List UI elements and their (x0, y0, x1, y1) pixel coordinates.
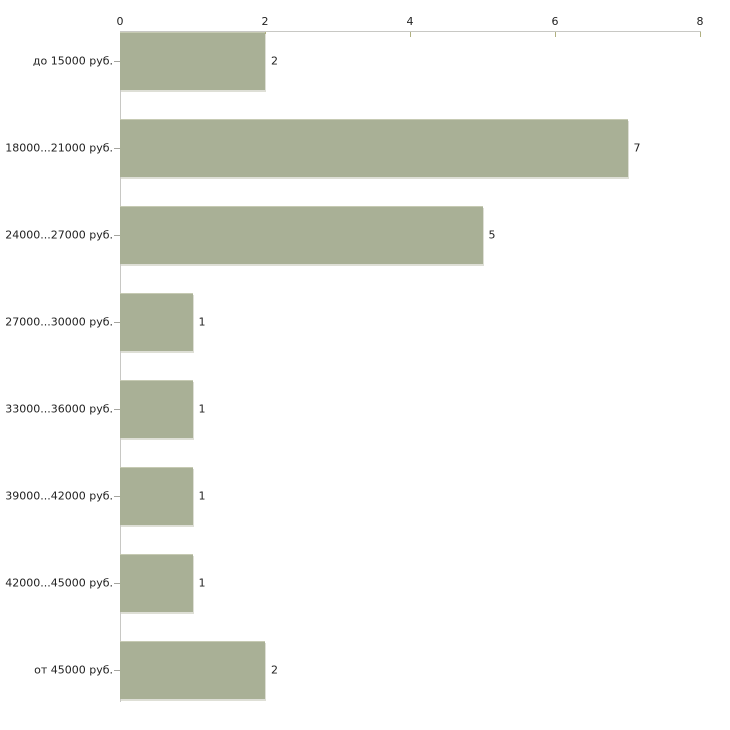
category-label: от 45000 руб. (34, 663, 113, 677)
x-tick-mark (410, 32, 411, 37)
bar (120, 641, 265, 699)
x-axis: 0 2 4 6 8 (117, 15, 704, 37)
value-label: 1 (198, 315, 206, 329)
category-tick-mark (114, 148, 120, 149)
bar (120, 119, 628, 177)
chart-row: 27000...30000 руб. 1 (5, 293, 700, 351)
value-label: 7 (633, 141, 641, 155)
chart-row: 39000...42000 руб. 1 (5, 467, 700, 525)
bar (120, 32, 265, 90)
bar (120, 206, 483, 264)
category-label: 27000...30000 руб. (5, 315, 113, 329)
chart-row: 42000...45000 руб. 1 (5, 554, 700, 612)
category-label: 39000...42000 руб. (5, 489, 113, 503)
x-tick-label: 2 (261, 15, 269, 28)
category-tick-mark (114, 235, 120, 236)
category-tick-mark (114, 583, 120, 584)
category-tick-mark (114, 61, 120, 62)
value-label: 1 (198, 489, 206, 503)
bar (120, 380, 193, 438)
plot-rows: до 15000 руб. 2 18000...21000 руб. 7 24000..… (5, 32, 700, 728)
x-tick-label: 0 (116, 15, 124, 28)
category-label: до 15000 руб. (32, 54, 113, 68)
y-axis (120, 31, 121, 702)
category-label: 18000...21000 руб. (5, 141, 113, 155)
chart-row: 24000...27000 руб. 5 (5, 206, 700, 264)
category-label: 33000...36000 руб. (5, 402, 113, 416)
category-tick-mark (114, 496, 120, 497)
bar (120, 293, 193, 351)
category-label: 42000...45000 руб. (5, 576, 113, 590)
value-label: 1 (198, 576, 206, 590)
bar (120, 467, 193, 525)
x-tick-label: 6 (551, 15, 559, 28)
x-tick-label: 4 (406, 15, 414, 28)
category-tick-mark (114, 322, 120, 323)
bar (120, 554, 193, 612)
x-tick-mark (555, 32, 556, 37)
category-tick-mark (114, 670, 120, 671)
category-tick-mark (114, 409, 120, 410)
chart-row: 33000...36000 руб. 1 (5, 380, 700, 438)
value-label: 2 (271, 663, 278, 677)
chart-row: 18000...21000 руб. 7 (5, 119, 700, 177)
x-tick-mark (700, 32, 701, 37)
chart-row: от 45000 руб. 2 (34, 641, 700, 699)
value-label: 1 (198, 402, 206, 416)
value-label: 5 (488, 228, 496, 242)
x-tick-mark (265, 32, 266, 37)
chart-row: до 15000 руб. 2 (33, 32, 700, 90)
value-label: 2 (271, 54, 278, 68)
category-label: 24000...27000 руб. (5, 228, 113, 242)
x-tick-label: 8 (696, 15, 704, 28)
